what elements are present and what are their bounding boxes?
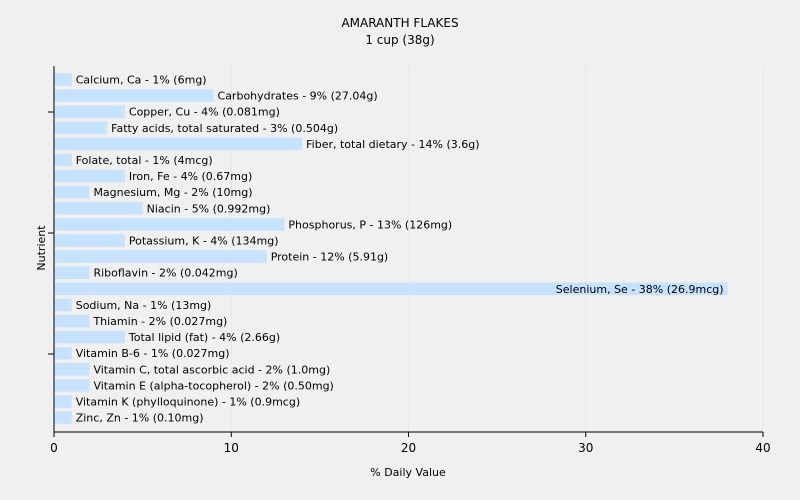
- bar-13: [54, 282, 728, 296]
- bar-label-13: Selenium, Se - 38% (26.9mcg): [556, 283, 724, 296]
- bar-label-18: Vitamin C, total ascorbic acid - 2% (1.0…: [93, 363, 330, 376]
- bar-9: [54, 218, 285, 231]
- bar-label-10: Potassium, K - 4% (134mg): [129, 235, 279, 248]
- bar-19: [54, 379, 90, 392]
- bar-layer: [54, 73, 728, 424]
- bar-label-20: Vitamin K (phylloquinone) - 1% (0.9mcg): [76, 396, 300, 409]
- bar-10: [54, 234, 125, 247]
- bar-0: [54, 73, 72, 86]
- chart-subtitle: 1 cup (38g): [365, 33, 434, 47]
- bar-12: [54, 266, 90, 279]
- bar-6: [54, 169, 125, 183]
- bar-5: [54, 153, 72, 167]
- bar-1: [54, 89, 214, 102]
- bar-label-5: Folate, total - 1% (4mcg): [76, 154, 213, 167]
- bar-2: [54, 105, 125, 118]
- bar-label-2: Copper, Cu - 4% (0.081mg): [129, 106, 280, 119]
- bar-21: [54, 411, 72, 424]
- bar-label-21: Zinc, Zn - 1% (0.10mg): [76, 412, 204, 425]
- x-tick-label-30: 30: [578, 441, 593, 455]
- bar-label-17: Vitamin B-6 - 1% (0.027mg): [76, 347, 230, 360]
- bar-label-0: Calcium, Ca - 1% (6mg): [76, 74, 207, 87]
- chart-title: AMARANTH FLAKES: [341, 16, 458, 30]
- bar-20: [54, 395, 72, 408]
- bar-14: [54, 298, 72, 312]
- bar-label-3: Fatty acids, total saturated - 3% (0.504…: [111, 122, 338, 135]
- bar-label-6: Iron, Fe - 4% (0.67mg): [129, 170, 252, 183]
- grid-layer: [230, 66, 764, 432]
- x-tick-label-0: 0: [50, 441, 58, 455]
- bar-16: [54, 330, 125, 344]
- x-axis-label: % Daily Value: [370, 466, 446, 479]
- bar-label-15: Thiamin - 2% (0.027mg): [92, 315, 227, 328]
- bar-15: [54, 314, 90, 328]
- bar-7: [54, 185, 90, 199]
- y-axis-label: Nutrient: [35, 225, 48, 271]
- bar-4: [54, 137, 303, 151]
- bar-3: [54, 121, 108, 135]
- bar-8: [54, 202, 143, 215]
- bar-label-19: Vitamin E (alpha-tocopherol) - 2% (0.50m…: [93, 379, 333, 392]
- x-tick-label-20: 20: [401, 441, 416, 455]
- x-tick-label-10: 10: [224, 441, 239, 455]
- bar-label-14: Sodium, Na - 1% (13mg): [76, 299, 212, 312]
- bar-11: [54, 250, 267, 263]
- bar-label-4: Fiber, total dietary - 14% (3.6g): [306, 138, 479, 151]
- x-tick-label-40: 40: [755, 441, 770, 455]
- bar-label-11: Protein - 12% (5.91g): [271, 251, 389, 264]
- bar-label-1: Carbohydrates - 9% (27.04g): [218, 90, 378, 103]
- bar-label-16: Total lipid (fat) - 4% (2.66g): [128, 331, 280, 344]
- bar-label-7: Magnesium, Mg - 2% (10mg): [93, 186, 252, 199]
- bar-17: [54, 346, 72, 360]
- bar-label-12: Riboflavin - 2% (0.042mg): [93, 267, 237, 280]
- axis-layer: 0 10 20 30 40: [48, 66, 771, 455]
- bar-18: [54, 363, 90, 376]
- bar-label-8: Niacin - 5% (0.992mg): [147, 202, 271, 215]
- bar-label-layer: Calcium, Ca - 1% (6mg) Carbohydrates - 9%…: [76, 74, 724, 425]
- bar-label-9: Phosphorus, P - 13% (126mg): [288, 218, 452, 231]
